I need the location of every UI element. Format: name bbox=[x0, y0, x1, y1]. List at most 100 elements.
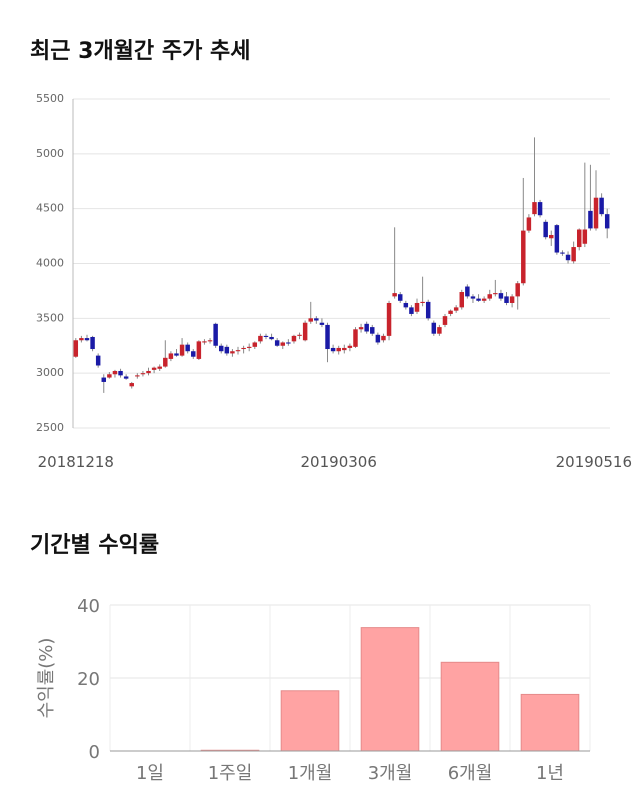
candle-body bbox=[302, 322, 308, 341]
candle-body bbox=[123, 376, 129, 379]
chart-title: 기간별 수익률 bbox=[30, 533, 159, 558]
candle-body bbox=[588, 210, 593, 229]
y-tick-label: 0 bbox=[89, 742, 100, 763]
y-tick-label: 4500 bbox=[36, 202, 64, 215]
y-tick-label: 40 bbox=[77, 596, 100, 617]
x-tick-label: 20190306 bbox=[301, 453, 377, 471]
candle-body bbox=[258, 335, 263, 342]
candle-body bbox=[437, 327, 442, 334]
candle-body bbox=[448, 310, 453, 314]
candle-body bbox=[521, 230, 526, 284]
x-tick-label: 1주일 bbox=[208, 763, 253, 784]
x-tick-label: 20181218 bbox=[38, 453, 114, 471]
x-tick-label: 3개월 bbox=[368, 763, 413, 784]
candle-body bbox=[565, 254, 571, 261]
y-tick-label: 3500 bbox=[36, 311, 64, 324]
candle-body bbox=[101, 377, 107, 382]
candle-body bbox=[593, 197, 599, 229]
candle-body bbox=[319, 322, 325, 325]
candle-body bbox=[425, 301, 431, 319]
x-tick-label: 1년 bbox=[536, 763, 564, 784]
candle-body bbox=[163, 357, 168, 367]
candle-body bbox=[509, 296, 515, 303]
candle-body bbox=[196, 341, 202, 359]
candle-body bbox=[532, 202, 537, 215]
candle-body bbox=[364, 323, 369, 332]
candle-body bbox=[218, 345, 224, 352]
y-tick-label: 5000 bbox=[36, 147, 64, 160]
candle-body bbox=[174, 353, 179, 356]
candle-body bbox=[420, 301, 425, 303]
candle-body bbox=[431, 322, 437, 334]
candle-body bbox=[241, 347, 246, 350]
candle-body bbox=[543, 221, 548, 238]
candle-body bbox=[582, 229, 588, 244]
candle-body bbox=[381, 335, 386, 341]
candle-body bbox=[526, 217, 532, 231]
candle-body bbox=[291, 335, 297, 342]
candle-body bbox=[157, 366, 162, 369]
candle-body bbox=[392, 293, 397, 297]
y-tick-label: 5500 bbox=[36, 92, 64, 105]
candle-body bbox=[230, 351, 235, 354]
candle-body bbox=[263, 335, 269, 337]
candle-body bbox=[342, 347, 347, 351]
candle-body bbox=[84, 338, 90, 341]
candle-body bbox=[185, 344, 190, 352]
candle-body bbox=[325, 324, 330, 350]
candle-body bbox=[179, 344, 185, 356]
candle-body bbox=[554, 225, 560, 253]
candle-body bbox=[235, 350, 241, 352]
candle-body bbox=[207, 340, 213, 342]
x-tick-label: 20190516 bbox=[556, 453, 632, 471]
candle-body bbox=[370, 327, 375, 334]
candle-body bbox=[213, 323, 218, 346]
candle-body bbox=[599, 197, 604, 215]
x-tick-label: 1개월 bbox=[288, 763, 333, 784]
candle-body bbox=[465, 286, 470, 297]
candle-body bbox=[476, 298, 481, 301]
y-tick-label: 3000 bbox=[36, 366, 64, 379]
candle-body bbox=[297, 334, 302, 336]
candle-body bbox=[246, 346, 252, 348]
candle-body bbox=[571, 247, 576, 262]
candle-body bbox=[375, 334, 381, 343]
bar bbox=[440, 661, 500, 752]
candle-body bbox=[73, 340, 79, 357]
candle-body bbox=[269, 336, 274, 340]
candle-body bbox=[442, 316, 448, 325]
bar bbox=[520, 693, 580, 752]
candle-body bbox=[118, 370, 123, 376]
candle-body bbox=[336, 347, 341, 352]
candle-body bbox=[224, 346, 230, 354]
x-tick-label: 1일 bbox=[136, 763, 164, 784]
candle-body bbox=[79, 338, 84, 341]
candle-body bbox=[308, 318, 313, 322]
candle-body bbox=[151, 367, 157, 370]
bar bbox=[360, 627, 420, 752]
candle-body bbox=[286, 342, 291, 344]
candle-body bbox=[129, 383, 134, 387]
bar bbox=[280, 690, 340, 752]
candle-body bbox=[146, 370, 151, 374]
candle-body bbox=[470, 296, 476, 299]
candle-body bbox=[274, 340, 280, 346]
candle-body bbox=[414, 302, 420, 312]
candle-body bbox=[353, 329, 358, 347]
candle-body bbox=[280, 342, 286, 346]
chart-title: 최근 3개월간 주가 추세 bbox=[30, 39, 250, 64]
candle-body bbox=[453, 307, 459, 311]
candle-body bbox=[347, 345, 353, 348]
y-axis-label: 수익률(%) bbox=[36, 638, 57, 719]
candle-body bbox=[504, 296, 509, 303]
x-tick-label: 6개월 bbox=[448, 763, 493, 784]
candle-body bbox=[314, 318, 319, 321]
candle-body bbox=[330, 347, 336, 352]
candle-body bbox=[112, 370, 118, 375]
candle-body bbox=[493, 293, 498, 295]
candle-body bbox=[537, 202, 543, 216]
candle-body bbox=[498, 293, 504, 299]
candle-body bbox=[549, 234, 554, 239]
candle-body bbox=[140, 373, 146, 375]
